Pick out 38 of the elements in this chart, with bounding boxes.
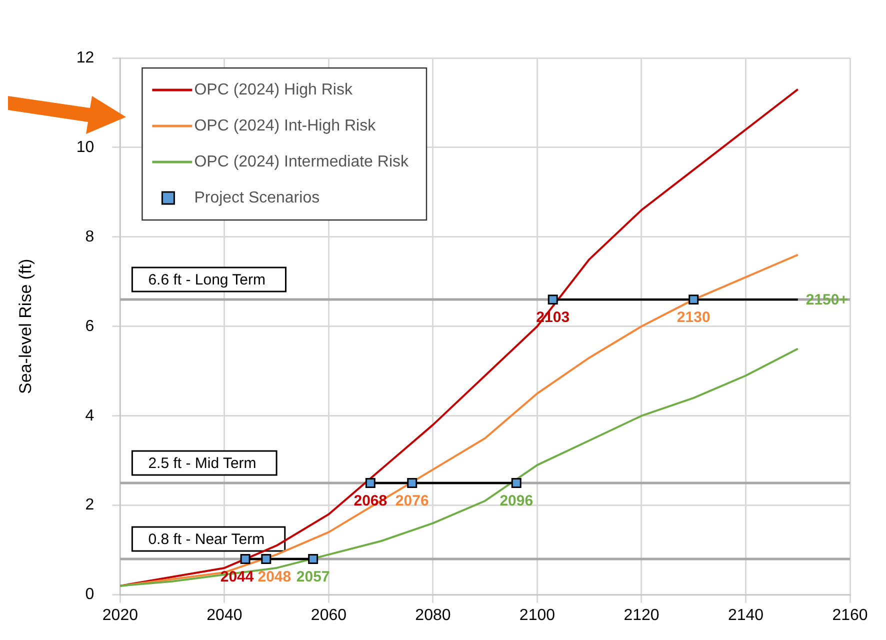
annotation: 2130 (676, 309, 710, 326)
point (365, 478, 376, 488)
point (688, 294, 699, 305)
legend-label: OPC (2024) High Risk (194, 81, 354, 98)
annotation: 2096 (500, 492, 534, 510)
point (548, 294, 558, 305)
y-tick-label: 6 (85, 318, 94, 335)
point (308, 554, 318, 564)
legend-label: OPC (2024) Int-High Risk (194, 117, 377, 134)
x-tick-label: 2120 (624, 606, 660, 624)
annotation: 2044 (220, 568, 254, 586)
y-tick-label: 0 (85, 586, 94, 604)
annotation: 2048 (258, 568, 292, 586)
legend-label: OPC (2024) Intermediate Risk (194, 153, 410, 170)
x-tick-label: 2040 (206, 606, 242, 624)
ref-line-label: 6.6 ft - Long Term (148, 272, 266, 289)
x-tick-label: 2160 (832, 606, 868, 624)
x-tick-label: 2080 (415, 606, 451, 624)
y-tick-label: 4 (85, 407, 94, 424)
x-tick-label: 2060 (310, 606, 347, 624)
y-tick-label: 2 (85, 496, 94, 514)
y-tick-label: 12 (76, 49, 94, 66)
point (407, 478, 418, 488)
point (261, 554, 272, 564)
legend-label: Project Scenarios (194, 189, 320, 206)
x-tick-label: 2100 (519, 606, 556, 624)
annotation: 2150+ (806, 292, 848, 309)
point (511, 478, 522, 488)
y-tick-label: 8 (85, 228, 94, 246)
x-tick-label: 2020 (102, 606, 138, 624)
point (240, 554, 250, 564)
ref-line-label: 2.5 ft - Mid Term (148, 455, 256, 472)
y-tick-label: 10 (76, 138, 94, 156)
annotation: 2076 (395, 492, 429, 510)
y-axis-title: Sea-level Rise (ft) (16, 258, 35, 394)
annotation: 2057 (296, 568, 330, 586)
ref-line-label: 0.8 ft - Near Term (148, 531, 265, 548)
x-tick-label: 2140 (728, 606, 764, 624)
